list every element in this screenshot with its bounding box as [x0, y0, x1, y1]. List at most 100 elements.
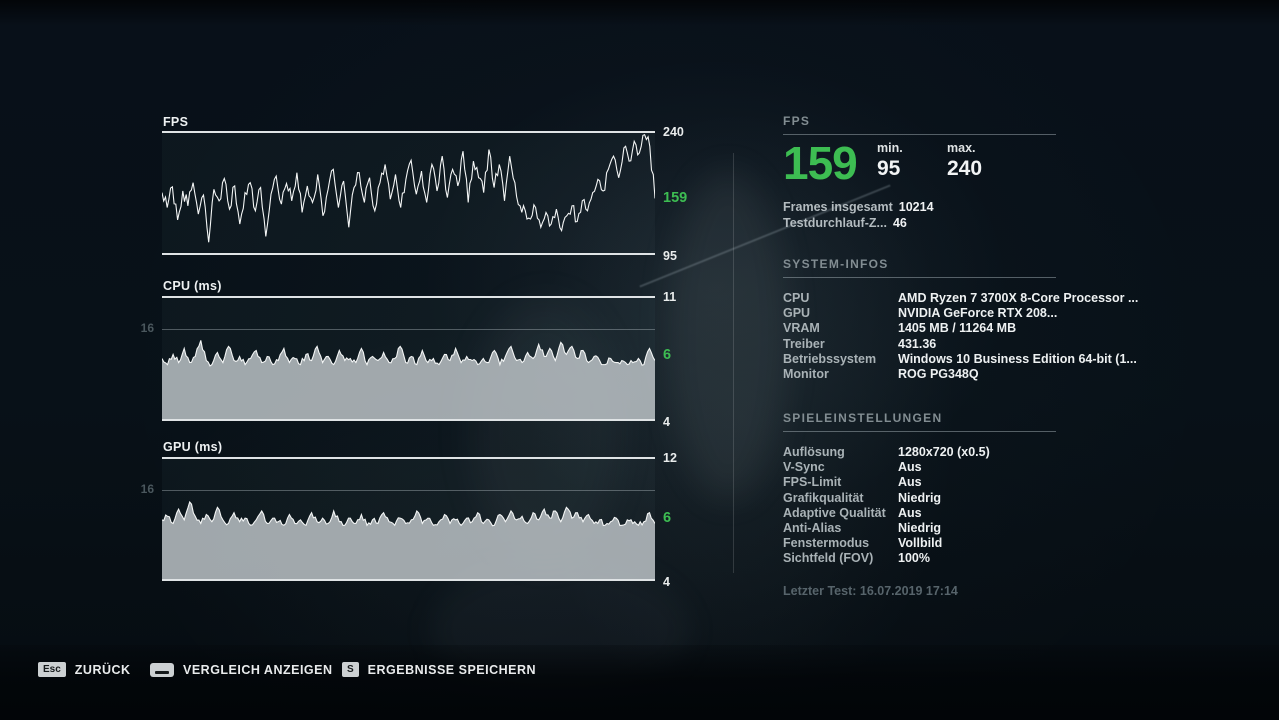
last-test-timestamp: Letzter Test: 16.07.2019 17:14	[783, 584, 958, 598]
run-counter-value: 46	[892, 216, 907, 230]
spacebar-key-icon	[150, 662, 174, 677]
fps-min-block: min. 95	[877, 139, 947, 180]
row-label: Sichtfeld (FOV)	[783, 551, 874, 566]
row-label: GPU	[783, 306, 811, 321]
fps-axis-current-label: 159	[663, 190, 688, 206]
row-label: VRAM	[783, 321, 820, 336]
table-row: GPU NVIDIA GeForce RTX 208...	[783, 306, 1138, 321]
frames-info-block: Frames insgesamt 10214 Testdurchlauf-Z..…	[783, 199, 934, 231]
row-value: Aus	[898, 460, 922, 475]
row-label: Monitor	[783, 367, 829, 382]
save-results-button[interactable]: S ERGEBNISSE SPEICHERN	[342, 661, 536, 678]
table-row: Sichtfeld (FOV) 100%	[783, 551, 1056, 566]
table-row: VRAM 1405 MB / 11264 MB	[783, 321, 1138, 336]
fps-max-block: max. 240	[947, 139, 1017, 180]
row-value: NVIDIA GeForce RTX 208...	[898, 306, 1058, 321]
show-comparison-label: VERGLEICH ANZEIGEN	[183, 662, 333, 677]
table-row: Betriebssystem Windows 10 Business Editi…	[783, 352, 1138, 367]
back-button[interactable]: Esc ZURÜCK	[38, 661, 131, 678]
system-info-section: SYSTEM-INFOS CPU AMD Ryzen 7 3700X 8-Cor…	[783, 257, 1138, 382]
row-label: Anti-Alias	[783, 521, 842, 536]
table-row: Adaptive Qualität Aus	[783, 506, 1056, 521]
esc-key-icon: Esc	[38, 662, 66, 677]
fps-max-value: 240	[947, 157, 983, 180]
bottom-band	[0, 645, 1279, 720]
gpu-16ms-gridline	[162, 490, 655, 491]
table-row: Fenstermodus Vollbild	[783, 536, 1056, 551]
game-settings-section: SPIELEINSTELLUNGEN Auflösung 1280x720 (x…	[783, 411, 1056, 567]
system-info-rows: CPU AMD Ryzen 7 3700X 8-Core Processor .…	[783, 291, 1138, 382]
cpu-axis-max-label: 11	[663, 290, 677, 304]
fps-chart-title: FPS	[163, 115, 189, 129]
save-results-label: ERGEBNISSE SPEICHERN	[367, 662, 537, 677]
row-value: 1280x720 (x0.5)	[898, 445, 990, 459]
run-counter-label: Testdurchlauf-Z...	[783, 216, 887, 230]
row-value: Vollbild	[898, 536, 943, 551]
table-row: FPS-Limit Aus	[783, 475, 1056, 490]
row-label: Adaptive Qualität	[783, 505, 886, 520]
cpu-16ms-ref-label: 16	[140, 321, 154, 335]
fps-stats-row: 159 min. 95 max. 240	[783, 139, 1017, 187]
fps-min-value: 95	[877, 157, 901, 180]
top-shade	[0, 0, 1279, 26]
row-value: Niedrig	[898, 521, 942, 536]
table-row: V-Sync Aus	[783, 460, 1056, 475]
cpu-area-chart	[162, 340, 655, 419]
table-row: Monitor ROG PG348Q	[783, 367, 1138, 382]
frames-total-label: Frames insgesamt	[783, 200, 893, 214]
row-label: CPU	[783, 291, 810, 305]
row-value: ROG PG348Q	[898, 367, 979, 382]
row-label: FPS-Limit	[783, 475, 842, 490]
gpu-chart-plot: 16 12 6 4	[141, 451, 677, 589]
table-row: Treiber 431.36	[783, 337, 1138, 352]
frames-total-value: 10214	[898, 200, 934, 214]
row-value: Aus	[898, 475, 922, 490]
fps-max-label: max.	[947, 141, 976, 155]
run-counter-row: Testdurchlauf-Z... 46	[783, 215, 934, 231]
row-value: 431.36	[898, 336, 937, 351]
gpu-axis-max-label: 12	[663, 451, 677, 465]
gpu-area-chart	[162, 500, 655, 579]
table-row: Anti-Alias Niedrig	[783, 521, 1056, 536]
table-row: CPU AMD Ryzen 7 3700X 8-Core Processor .…	[783, 291, 1138, 306]
row-label: Grafikqualität	[783, 490, 864, 505]
frames-total-row: Frames insgesamt 10214	[783, 199, 934, 215]
table-row: Grafikqualität Niedrig	[783, 491, 1056, 506]
fps-summary-section: FPS	[783, 114, 1056, 135]
cpu-16ms-gridline	[162, 329, 655, 330]
fps-line-chart	[162, 133, 655, 243]
gpu-16ms-ref-label: 16	[140, 482, 154, 496]
back-button-label: ZURÜCK	[74, 662, 131, 677]
table-row: Auflösung 1280x720 (x0.5)	[783, 445, 1056, 460]
fps-axis-max-label: 240	[663, 125, 684, 139]
background-statue-artwork	[668, 170, 788, 500]
row-label: Betriebssystem	[783, 351, 877, 366]
row-value: Aus	[898, 505, 922, 520]
fps-section-header: FPS	[783, 114, 1056, 135]
game-settings-rows: Auflösung 1280x720 (x0.5) V-Sync Aus FPS…	[783, 445, 1056, 567]
row-label: Treiber	[783, 336, 825, 351]
cpu-axis-min-label: 4	[663, 415, 670, 429]
s-key-icon: S	[342, 662, 359, 677]
row-label: Fenstermodus	[783, 536, 870, 551]
row-label: Auflösung	[783, 445, 845, 459]
row-value: Niedrig	[898, 490, 942, 505]
cpu-axis-current-label: 6	[663, 347, 672, 363]
show-comparison-button[interactable]: VERGLEICH ANZEIGEN	[150, 661, 333, 678]
row-value: Windows 10 Business Edition 64-bit (1...	[898, 351, 1137, 366]
row-value: 1405 MB / 11264 MB	[898, 321, 1017, 336]
game-settings-header: SPIELEINSTELLUNGEN	[783, 411, 1056, 432]
gpu-axis-current-label: 6	[663, 510, 672, 526]
vertical-divider	[733, 153, 734, 573]
row-label: V-Sync	[783, 460, 825, 475]
system-info-header: SYSTEM-INFOS	[783, 257, 1056, 278]
fps-min-label: min.	[877, 141, 903, 155]
row-value: 100%	[898, 551, 930, 566]
gpu-chart-title: GPU (ms)	[163, 440, 223, 454]
fps-axis-min-label: 95	[663, 249, 677, 263]
cpu-chart-title: CPU (ms)	[163, 279, 222, 293]
row-value: AMD Ryzen 7 3700X 8-Core Processor ...	[898, 291, 1139, 305]
fps-average-value: 159	[783, 137, 858, 189]
fps-chart-plot: 240 159 95	[162, 125, 687, 263]
